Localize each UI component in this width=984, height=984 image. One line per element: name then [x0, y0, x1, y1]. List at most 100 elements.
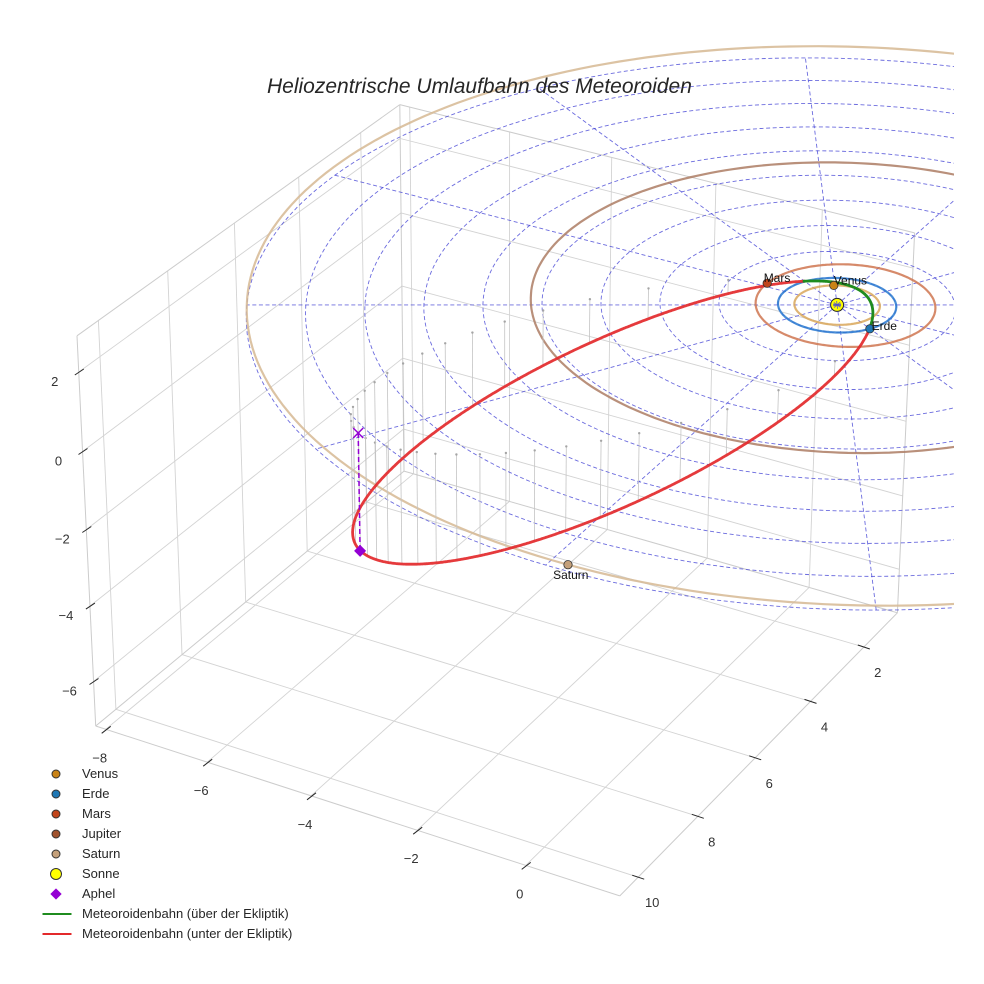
saturn-marker-icon: [51, 849, 61, 859]
back-wall-gridline-x: [808, 209, 823, 588]
stem-top-dot: [504, 451, 508, 455]
legend-item-sonne: Sonne: [0, 864, 340, 884]
ecliptic-grid-circle: [245, 57, 954, 611]
depth-stem: [402, 363, 405, 458]
planet-marker-erde: [865, 324, 875, 334]
side-wall-gridline-y: [97, 320, 117, 710]
axis-pane-edge: [76, 104, 401, 337]
stem-top-dot: [349, 413, 352, 416]
stem-top-dot: [444, 342, 447, 345]
ecliptic-grid-circle: [482, 150, 954, 481]
ecliptic-grid-spoke: [545, 304, 838, 566]
ecliptic-grid-circle: [600, 199, 954, 420]
depth-stem: [647, 288, 649, 319]
legend-item-venus: Venus: [0, 764, 340, 784]
ecliptic-grid-spoke: [804, 57, 838, 305]
ecliptic-grid-circle: [423, 126, 954, 512]
ecliptic-polar-grid: [245, 57, 954, 611]
ecliptic-grid-spoke: [315, 304, 838, 450]
back-wall-gridline-z: [402, 357, 903, 497]
planet-label-venus: Venus: [834, 273, 867, 287]
floor-gridline-y: [366, 501, 864, 648]
ecliptic-grid-spoke: [836, 304, 877, 611]
side-wall-gridline-y: [167, 270, 183, 655]
legend-item-orbit-above: Meteoroidenbahn (über der Ekliptik): [0, 904, 340, 924]
legend-label: Meteoroidenbahn (unter der Ekliptik): [82, 926, 293, 941]
ecliptic-grid-spoke: [836, 304, 954, 336]
floor-gridline-x: [525, 587, 810, 866]
stem-top-dot: [455, 453, 458, 456]
depth-stem: [400, 449, 403, 565]
x-axis-tick-mark: [202, 758, 213, 767]
stem-top-dot: [777, 389, 780, 392]
orbit-saturn: [245, 45, 954, 607]
x-axis-tick-label: −4: [298, 817, 313, 832]
y-axis-tick-label: 6: [766, 776, 773, 791]
stem-top-dot: [401, 362, 405, 365]
z-axis-tick-mark: [74, 368, 85, 376]
stem-top-dot: [533, 449, 536, 452]
stem-top-dot: [363, 389, 366, 392]
legend-item-aphel: Aphel: [0, 884, 340, 904]
floor-gridline-y: [245, 601, 756, 759]
depth-stem: [725, 409, 728, 456]
depth-stem: [350, 414, 354, 530]
erde-marker-icon: [51, 789, 61, 799]
depth-stem: [421, 353, 424, 442]
green-line-icon: [42, 913, 71, 915]
planet-marker-saturn: [563, 560, 573, 570]
stem-top-dot: [599, 439, 603, 442]
y-axis-tick-mark: [749, 755, 762, 761]
depth-stem: [386, 446, 389, 563]
legend-item-erde: Erde: [0, 784, 340, 804]
legend-label: Venus: [82, 766, 119, 781]
legend-item-orbit-below: Meteoroidenbahn (unter der Ekliptik): [0, 924, 340, 944]
floor-gridline-y: [181, 654, 698, 817]
planet-label-erde: Erde: [872, 319, 898, 333]
depth-stem: [416, 452, 419, 565]
depth-stem: [599, 440, 602, 518]
stem-top-dot: [385, 445, 388, 448]
planet-marker-venus: [829, 280, 839, 290]
depth-stem: [374, 442, 378, 560]
stem-top-dot: [727, 278, 730, 282]
x-axis-tick-mark: [306, 792, 317, 801]
meteoroid-orbit-above-ecliptic: [802, 279, 875, 330]
orbit-jupiter: [529, 161, 954, 455]
side-wall-gridline-y: [233, 223, 247, 603]
venus-marker-icon: [51, 769, 61, 779]
depth-stem: [637, 433, 640, 502]
floor-gridline-x: [206, 501, 510, 763]
legend-label: Mars: [82, 806, 111, 821]
z-axis-tick-label: 2: [51, 374, 58, 389]
x-axis-tick-mark: [412, 826, 423, 835]
stem-top-dot: [638, 432, 641, 435]
y-axis-tick-mark: [691, 813, 704, 819]
stem-top-dot: [356, 397, 359, 401]
floor-gridline-x: [416, 557, 708, 831]
stem-top-dot: [434, 452, 437, 455]
y-axis-tick-label: 4: [821, 719, 828, 734]
depth-stem: [352, 406, 356, 520]
stem-top-dot: [588, 298, 592, 301]
depth-stem: [777, 390, 779, 423]
aphelion-diamond-marker: [354, 544, 367, 557]
aphelion-drop-line: [357, 432, 361, 551]
stem-top-dot: [503, 320, 506, 323]
legend-label: Erde: [82, 786, 110, 801]
meteoroid-orbit: [351, 279, 875, 566]
stem-top-dot: [421, 352, 424, 355]
side-wall-gridline-z: [93, 428, 404, 682]
stem-top-dot: [565, 445, 568, 448]
x-axis-tick-label: −6: [194, 783, 209, 798]
ecliptic-grid-spoke: [836, 304, 954, 391]
depth-stem: [456, 454, 458, 561]
z-axis-tick-mark: [82, 526, 92, 533]
legend-item-saturn: Saturn: [0, 844, 340, 864]
aphelion-projection-x-icon: [352, 427, 364, 439]
ecliptic-grid-spoke: [334, 174, 838, 306]
diamond-marker-icon: [50, 888, 62, 900]
axis-pane-edge: [896, 232, 916, 613]
legend-label: Meteoroidenbahn (über der Ekliptik): [82, 906, 289, 921]
